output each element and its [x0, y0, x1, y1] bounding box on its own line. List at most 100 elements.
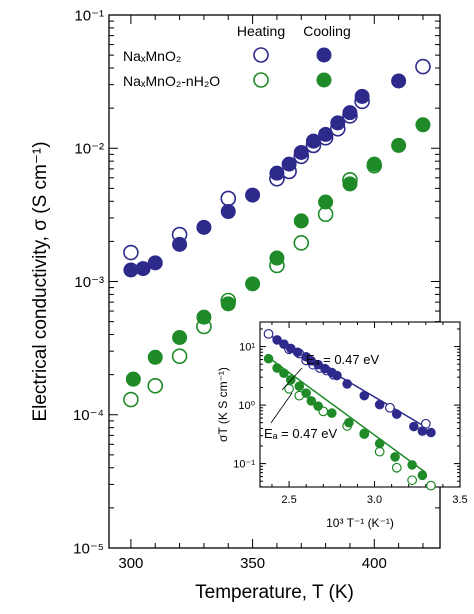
y-tick-label: 10⁻³: [74, 274, 104, 291]
legend-label-naxmno2: NaₓMnO₂: [123, 48, 181, 64]
data-point: [374, 446, 385, 457]
data-point: [279, 368, 289, 379]
data-point: [344, 417, 354, 428]
x-tick-label: 300: [118, 555, 143, 572]
data-point: [272, 363, 282, 373]
data-point: [147, 255, 163, 271]
y-tick-label: 10⁻¹: [74, 7, 104, 24]
data-point: [426, 427, 436, 438]
data-point: [342, 379, 352, 389]
data-point: [305, 133, 321, 149]
x-axis-title: 10³ T⁻¹ (K⁻¹): [326, 516, 394, 530]
y-tick-label: 10⁻²: [74, 141, 104, 158]
data-point: [147, 349, 163, 365]
data-point: [407, 460, 417, 470]
data-point: [313, 401, 323, 411]
x-tick-label: 3.5: [452, 494, 467, 506]
data-point: [281, 156, 297, 172]
inset-plot: 10⁻¹ 10⁰ 10¹ 2.5 3.0 3.5 10³ T⁻¹ (K⁻¹) σT (K S …: [216, 321, 468, 530]
data-point: [135, 261, 151, 277]
data-point: [220, 190, 237, 207]
y-tick-label: 10⁻¹: [233, 458, 255, 470]
data-point: [245, 187, 261, 203]
data-point: [415, 117, 431, 133]
data-point: [390, 452, 400, 462]
y-axis-title: σT (K S cm⁻¹): [216, 367, 230, 442]
x-tick-label: 400: [362, 555, 387, 572]
data-point: [269, 250, 285, 266]
data-point: [359, 390, 370, 401]
y-tick-label: 10⁻⁵: [73, 540, 104, 557]
data-point: [293, 235, 310, 251]
data-point: [342, 105, 358, 121]
data-point: [172, 329, 188, 345]
y-tick-label: 10⁰: [238, 400, 255, 412]
annotation-ea-bottom: Eₐ = 0.47 eV: [264, 426, 337, 441]
data-point: [391, 462, 402, 473]
x-tick-label: 2.5: [281, 494, 296, 506]
fit-line: [268, 356, 427, 474]
data-point: [374, 399, 385, 410]
annotation-leader-bottom: [270, 392, 293, 424]
data-point: [293, 213, 309, 229]
data-point: [409, 421, 419, 432]
data-point: [301, 388, 311, 398]
data-point: [318, 126, 334, 142]
data-point: [123, 391, 139, 408]
data-point: [279, 339, 289, 349]
x-axis-title: Temperature, T (K): [195, 582, 354, 603]
legend: Heating Cooling NaₓMnO₂ NaₓMnO₂-nH₂O: [123, 23, 351, 89]
data-point: [196, 309, 212, 325]
data-point: [318, 194, 334, 210]
main-plot: 10⁻⁵ 10⁻⁴ 10⁻³ 10⁻² 10⁻¹ 300 350 400 Temperature…: [30, 7, 441, 603]
legend-marker-hydrate-heating: [253, 72, 269, 88]
x-tick-label: 350: [240, 555, 265, 572]
x-tick-label: 3.0: [367, 494, 382, 506]
data-point: [415, 58, 431, 75]
data-point: [125, 371, 141, 387]
data-point: [269, 165, 285, 181]
legend-label-naxmno2-hydrate: NaₓMnO₂-nH₂O: [123, 73, 220, 89]
data-point: [294, 381, 305, 392]
data-point: [326, 408, 337, 418]
data-point: [147, 377, 164, 394]
legend-heading-cooling: Cooling: [303, 23, 350, 39]
data-point: [332, 370, 342, 381]
data-point: [391, 73, 407, 89]
legend-marker-naxmno2-cooling: [316, 47, 332, 63]
data-point: [366, 156, 382, 172]
data-point: [263, 353, 274, 364]
data-point: [417, 470, 428, 481]
data-point: [171, 348, 188, 365]
data-point: [172, 236, 188, 252]
data-point: [245, 276, 261, 292]
y-tick-label: 10¹: [239, 341, 255, 353]
y-tick-label: 10⁻⁴: [73, 407, 104, 424]
data-point: [407, 475, 418, 486]
data-point: [330, 115, 346, 131]
data-point: [284, 383, 294, 394]
data-point: [272, 335, 282, 345]
data-point: [123, 262, 139, 278]
data-point: [220, 296, 236, 312]
data-point: [385, 402, 395, 413]
data-point: [391, 137, 407, 153]
annotation-leader-top: [281, 367, 303, 391]
data-point: [263, 328, 274, 339]
data-point: [426, 480, 436, 491]
data-point: [374, 438, 385, 449]
data-point: [354, 88, 370, 104]
y-axis-title: Electrical conductivity, σ (S cm⁻¹): [30, 141, 51, 421]
data-point: [391, 409, 402, 419]
data-point: [196, 219, 212, 235]
data-point: [220, 204, 236, 220]
data-point: [342, 176, 358, 192]
data-point: [359, 428, 370, 439]
legend-marker-naxmno2-heating: [253, 47, 269, 63]
data-point: [293, 144, 309, 160]
data-point: [292, 347, 303, 358]
inset-annotations: Eₐ = 0.47 eV Eₐ = 0.47 eV: [264, 352, 379, 441]
legend-heading-heating: Heating: [237, 23, 285, 39]
data-point: [306, 396, 317, 406]
data-point: [417, 426, 428, 436]
